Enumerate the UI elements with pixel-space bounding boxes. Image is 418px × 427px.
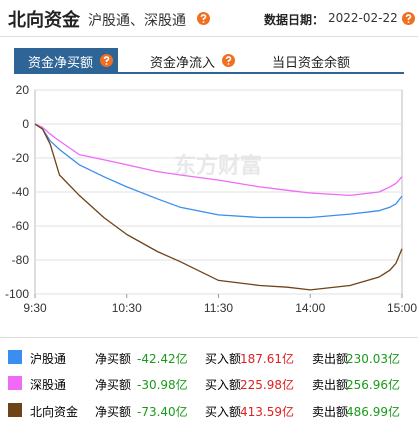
date-label: 数据日期： — [264, 13, 325, 27]
y-tick-label: -80 — [12, 253, 30, 267]
legend-label: 净买额 — [95, 405, 132, 419]
help-icon[interactable] — [222, 54, 235, 67]
legend-name: 深股通 — [30, 378, 67, 392]
tab-label[interactable]: 当日资金余额 — [272, 56, 351, 71]
legend-label: 买入额 — [205, 405, 242, 419]
series-line — [34, 123, 403, 219]
divider — [0, 36, 418, 37]
page-title: 北向资金 — [8, 10, 80, 31]
watermark: 东方财富 — [174, 153, 262, 178]
legend-value: -73.40亿 — [137, 405, 188, 419]
legend-swatch — [8, 403, 22, 417]
legend-value: 486.99亿 — [346, 405, 400, 419]
tab-label[interactable]: 资金净买额 — [28, 56, 94, 71]
y-tick-label: -20 — [12, 151, 30, 165]
legend-row: 沪股通 净买额 -42.42亿 买入额 187.61亿 卖出额 230.03亿 — [0, 345, 418, 371]
help-icon[interactable] — [402, 12, 415, 25]
series-line — [34, 123, 403, 291]
x-tick-label: 9:30 — [23, 301, 47, 315]
x-tick-label: 11:30 — [204, 301, 233, 315]
legend-value: -42.42亿 — [137, 352, 188, 366]
legend-swatch — [8, 376, 22, 390]
legend-label: 卖出额 — [312, 352, 349, 366]
subtitle: 沪股通、深股通 — [88, 13, 186, 29]
x-tick-label: 14:00 — [295, 301, 325, 315]
legend-label: 买入额 — [205, 378, 242, 392]
legend-label: 卖出额 — [312, 405, 349, 419]
legend-label: 净买额 — [95, 378, 132, 392]
legend-name: 沪股通 — [30, 352, 67, 366]
legend-row: 北向资金 净买额 -73.40亿 买入额 413.59亿 卖出额 486.99亿 — [0, 398, 418, 424]
legend-value: 230.03亿 — [346, 352, 400, 366]
x-tick-label: 10:30 — [112, 301, 142, 315]
legend-value: -30.98亿 — [137, 378, 188, 392]
divider — [0, 337, 418, 338]
y-tick-label: 20 — [16, 83, 30, 97]
legend-swatch — [8, 350, 22, 364]
legend-row: 深股通 净买额 -30.98亿 买入额 225.98亿 卖出额 256.96亿 — [0, 371, 418, 397]
tab-label[interactable]: 资金净流入 — [150, 56, 216, 71]
y-tick-label: -60 — [12, 219, 30, 233]
legend-label: 净买额 — [95, 352, 132, 366]
legend-value: 225.98亿 — [240, 378, 294, 392]
help-icon[interactable] — [197, 12, 210, 25]
legend-name: 北向资金 — [30, 405, 79, 419]
legend-value: 256.96亿 — [346, 378, 400, 392]
x-tick-label: 15:00 — [387, 301, 417, 315]
y-tick-label: 0 — [22, 117, 29, 131]
tab-underline — [14, 72, 404, 74]
date: 2022-02-22 — [328, 11, 398, 25]
series-line — [34, 123, 403, 197]
help-icon[interactable] — [100, 54, 113, 67]
y-tick-label: -100 — [5, 287, 29, 301]
legend-label: 卖出额 — [312, 378, 349, 392]
legend-label: 买入额 — [205, 352, 242, 366]
y-tick-label: -40 — [12, 185, 30, 199]
legend-value: 187.61亿 — [240, 352, 294, 366]
legend-value: 413.59亿 — [240, 405, 294, 419]
